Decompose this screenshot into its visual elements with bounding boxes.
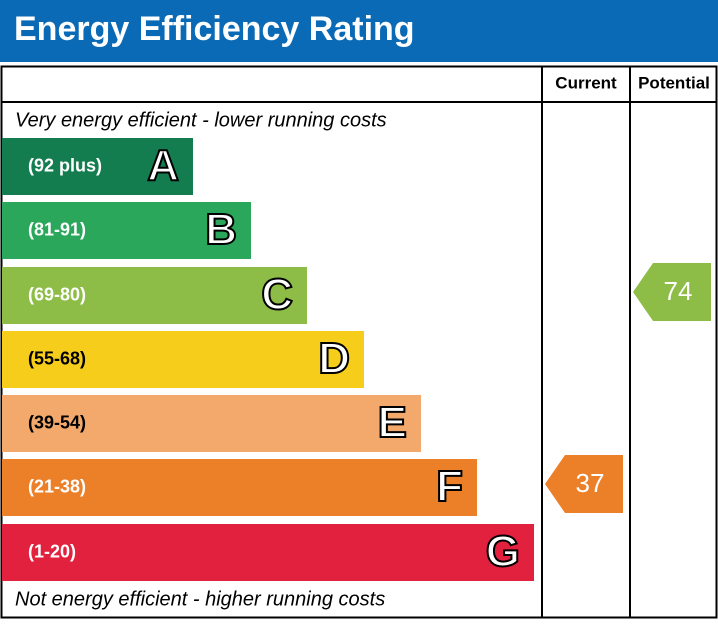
- title-bar: [0, 0, 718, 62]
- rating-arrow: [545, 455, 623, 513]
- frame: [0, 65, 718, 619]
- band-bar: [2, 267, 307, 324]
- band-range: (55-68): [28, 348, 86, 368]
- bottom-note: Not energy efficient - higher running co…: [15, 588, 385, 610]
- band-letter: F: [436, 462, 463, 511]
- band-range: (39-54): [28, 412, 86, 432]
- band-letter: D: [318, 334, 350, 383]
- band-range: (69-80): [28, 284, 86, 304]
- band-letter: C: [261, 270, 293, 319]
- rating-value: 74: [664, 276, 693, 306]
- band-range: (81-91): [28, 219, 86, 239]
- band-bar: [2, 395, 421, 452]
- rating-arrow: [633, 263, 711, 321]
- band-bar: [2, 331, 364, 388]
- band-range: (1-20): [28, 541, 76, 561]
- top-note: Very energy efficient - lower running co…: [15, 109, 387, 131]
- rating-value: 37: [576, 468, 605, 498]
- column-header: Potential: [638, 73, 710, 92]
- title: Energy Efficiency Rating: [14, 10, 415, 48]
- band-letter: A: [147, 141, 179, 190]
- band-bar: [2, 524, 534, 581]
- column-header: Current: [555, 73, 617, 92]
- band-bar: [2, 202, 251, 259]
- band-letter: G: [486, 527, 520, 576]
- band-range: (92 plus): [28, 155, 102, 175]
- band-bar: [2, 138, 193, 195]
- band-range: (21-38): [28, 476, 86, 496]
- band-letter: B: [205, 205, 237, 254]
- band-letter: E: [378, 398, 407, 447]
- band-bar: [2, 459, 477, 516]
